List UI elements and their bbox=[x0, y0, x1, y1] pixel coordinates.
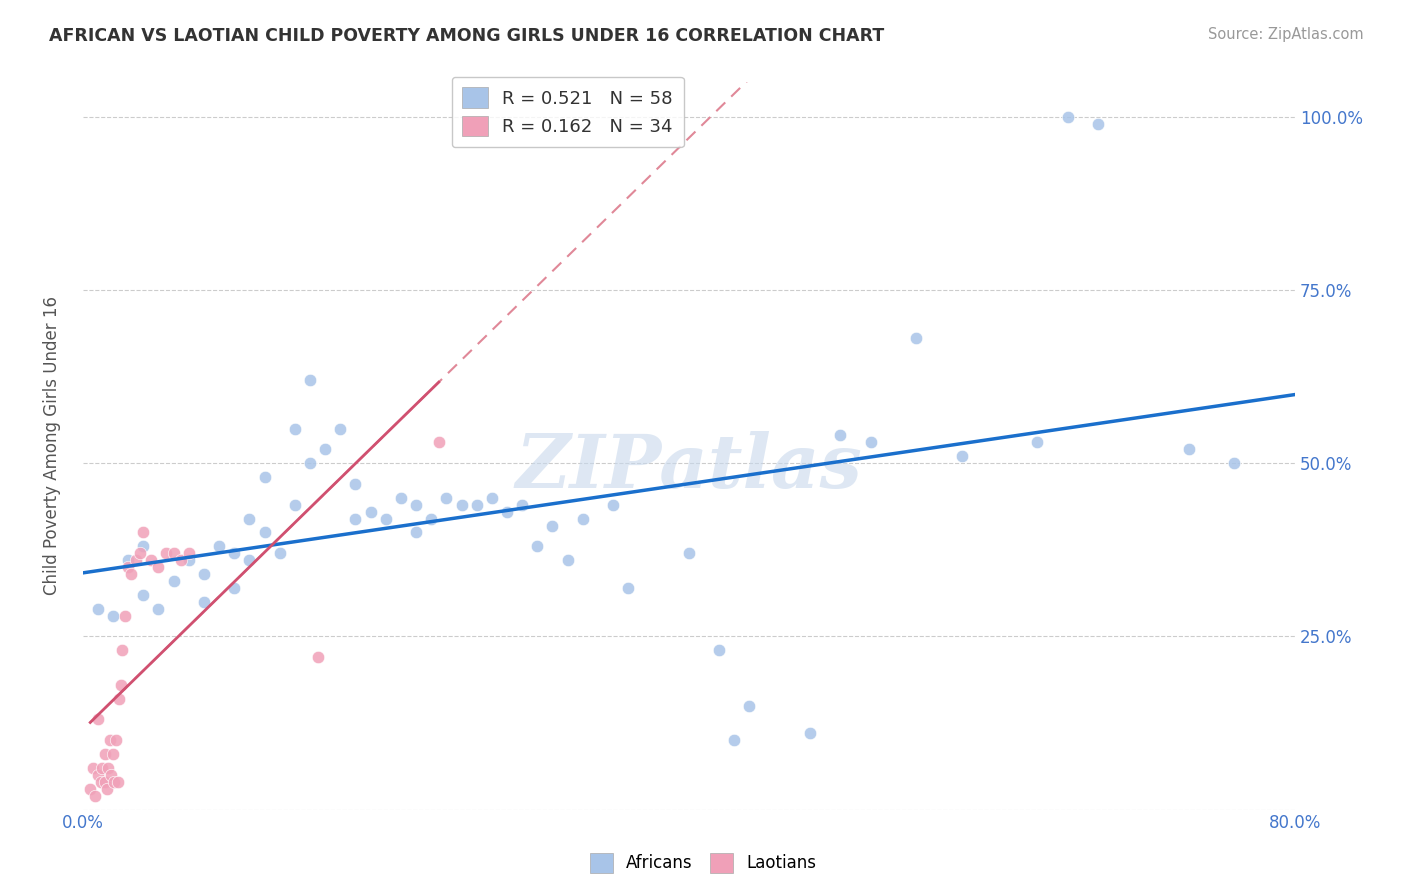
Point bbox=[284, 498, 307, 512]
Point bbox=[108, 691, 131, 706]
Point bbox=[101, 747, 124, 761]
Point bbox=[617, 581, 640, 595]
Point bbox=[98, 733, 121, 747]
Point bbox=[94, 747, 117, 761]
Point bbox=[170, 553, 193, 567]
Point bbox=[830, 428, 852, 442]
Point bbox=[114, 608, 136, 623]
Point bbox=[162, 546, 184, 560]
Point bbox=[450, 498, 472, 512]
Point bbox=[284, 421, 307, 435]
Point bbox=[87, 713, 110, 727]
Point bbox=[162, 574, 184, 588]
Point bbox=[110, 678, 132, 692]
Point bbox=[87, 768, 110, 782]
Point bbox=[678, 546, 700, 560]
Point bbox=[389, 491, 412, 505]
Point bbox=[125, 553, 148, 567]
Point bbox=[94, 774, 117, 789]
Point bbox=[177, 553, 200, 567]
Point bbox=[526, 539, 548, 553]
Point bbox=[90, 774, 112, 789]
Point bbox=[97, 761, 120, 775]
Point bbox=[420, 511, 443, 525]
Point bbox=[132, 539, 155, 553]
Point bbox=[1026, 435, 1049, 450]
Point bbox=[132, 588, 155, 602]
Point bbox=[723, 733, 745, 747]
Point bbox=[557, 553, 579, 567]
Point bbox=[132, 525, 155, 540]
Point bbox=[481, 491, 503, 505]
Point bbox=[314, 442, 336, 457]
Point bbox=[859, 435, 882, 450]
Point bbox=[148, 601, 170, 615]
Point bbox=[329, 421, 352, 435]
Point bbox=[155, 546, 177, 560]
Point bbox=[344, 477, 367, 491]
Point bbox=[434, 491, 457, 505]
Point bbox=[496, 505, 519, 519]
Point bbox=[253, 470, 276, 484]
Point bbox=[374, 511, 396, 525]
Point bbox=[1178, 442, 1201, 457]
Point bbox=[111, 643, 134, 657]
Point bbox=[117, 553, 139, 567]
Point bbox=[103, 774, 125, 789]
Point bbox=[79, 781, 101, 796]
Point bbox=[117, 560, 139, 574]
Point bbox=[298, 456, 321, 470]
Point bbox=[344, 511, 367, 525]
Text: ZIPatlas: ZIPatlas bbox=[516, 432, 862, 504]
Point bbox=[83, 789, 105, 803]
Point bbox=[100, 768, 122, 782]
Point bbox=[510, 498, 533, 512]
Point bbox=[96, 781, 118, 796]
Point bbox=[405, 498, 427, 512]
Point bbox=[541, 518, 564, 533]
Text: Source: ZipAtlas.com: Source: ZipAtlas.com bbox=[1208, 27, 1364, 42]
Legend: Africans, Laotians: Africans, Laotians bbox=[583, 847, 823, 880]
Point bbox=[1223, 456, 1246, 470]
Point bbox=[238, 553, 260, 567]
Point bbox=[177, 546, 200, 560]
Text: AFRICAN VS LAOTIAN CHILD POVERTY AMONG GIRLS UNDER 16 CORRELATION CHART: AFRICAN VS LAOTIAN CHILD POVERTY AMONG G… bbox=[49, 27, 884, 45]
Point bbox=[208, 539, 231, 553]
Point bbox=[360, 505, 382, 519]
Point bbox=[602, 498, 624, 512]
Point bbox=[129, 546, 152, 560]
Point bbox=[905, 331, 928, 345]
Point bbox=[298, 373, 321, 387]
Point bbox=[91, 761, 114, 775]
Point bbox=[307, 650, 329, 665]
Point bbox=[224, 581, 246, 595]
Point bbox=[707, 643, 730, 657]
Y-axis label: Child Poverty Among Girls Under 16: Child Poverty Among Girls Under 16 bbox=[44, 296, 60, 595]
Point bbox=[101, 608, 124, 623]
Point bbox=[738, 698, 761, 713]
Legend: R = 0.521   N = 58, R = 0.162   N = 34: R = 0.521 N = 58, R = 0.162 N = 34 bbox=[451, 77, 683, 147]
Point bbox=[253, 525, 276, 540]
Point bbox=[238, 511, 260, 525]
Point bbox=[107, 774, 129, 789]
Point bbox=[950, 449, 973, 463]
Point bbox=[193, 567, 215, 582]
Point bbox=[799, 726, 821, 740]
Point bbox=[87, 601, 110, 615]
Point bbox=[405, 525, 427, 540]
Point bbox=[82, 761, 104, 775]
Point bbox=[1087, 117, 1109, 131]
Point bbox=[269, 546, 291, 560]
Point bbox=[465, 498, 488, 512]
Point bbox=[120, 567, 142, 582]
Point bbox=[571, 511, 593, 525]
Point bbox=[1056, 110, 1078, 124]
Point bbox=[427, 435, 450, 450]
Point bbox=[224, 546, 246, 560]
Point bbox=[148, 560, 170, 574]
Point bbox=[139, 553, 162, 567]
Point bbox=[193, 595, 215, 609]
Point bbox=[104, 733, 127, 747]
